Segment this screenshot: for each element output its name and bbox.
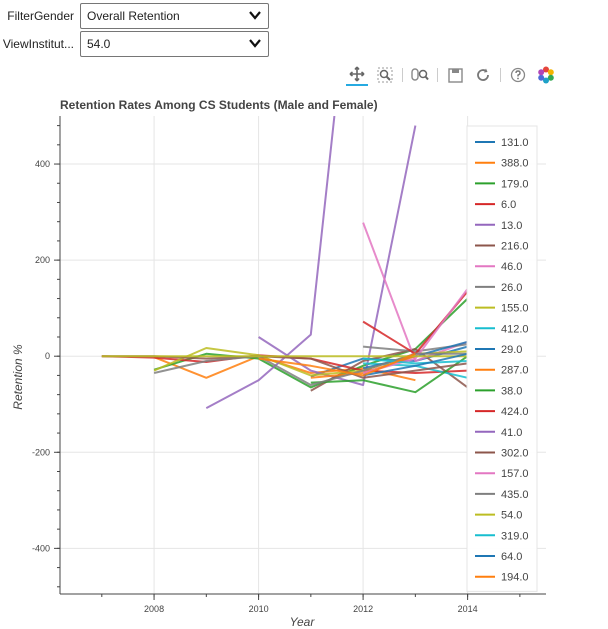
legend-label: 319.0	[501, 530, 529, 542]
reset-button[interactable]	[472, 64, 494, 86]
legend-label: 155.0	[501, 303, 529, 315]
series-line-424.0[interactable]	[362, 290, 469, 355]
x-tick-label: 2012	[353, 604, 373, 614]
save-icon	[447, 67, 463, 83]
legend-label: 287.0	[501, 365, 529, 377]
filter-gender-row: FilterGender Overall Retention	[0, 2, 269, 30]
legend-label: 64.0	[501, 551, 522, 563]
legend-label: 194.0	[501, 572, 529, 584]
series-lines	[101, 116, 469, 409]
save-button[interactable]	[444, 64, 466, 86]
retention-chart[interactable]: Retention Rates Among CS Students (Male …	[0, 92, 608, 629]
legend-label: 216.0	[501, 241, 529, 253]
chevron-down-icon	[249, 11, 261, 20]
legend-label: 435.0	[501, 489, 529, 501]
legend-label: 157.0	[501, 468, 529, 480]
box-zoom-icon	[377, 67, 393, 83]
toolbar-divider	[500, 68, 501, 82]
chevron-down-icon	[249, 39, 261, 48]
filter-gender-value: Overall Retention	[87, 9, 180, 23]
legend-label: 26.0	[501, 282, 522, 294]
axes: 2008 2010 2012 2014 400 200 0 -200 -400	[32, 116, 546, 614]
series-line-38.0[interactable]	[310, 355, 469, 394]
reset-icon	[477, 68, 489, 81]
x-tick-label: 2008	[144, 604, 164, 614]
y-tick-label: 400	[35, 159, 50, 169]
x-axis-label: Year	[290, 615, 316, 629]
y-tick-label: 200	[35, 255, 50, 265]
box-zoom-button[interactable]	[374, 64, 396, 86]
bokeh-logo-link[interactable]	[535, 64, 557, 86]
y-tick-label: -200	[32, 447, 50, 457]
view-institution-row: ViewInstitut... 54.0	[0, 30, 269, 58]
filter-gender-select[interactable]: Overall Retention	[80, 3, 269, 29]
wheel-zoom-button[interactable]	[409, 64, 431, 86]
series-line-46.0[interactable]	[362, 222, 468, 362]
y-axis-label: Retention %	[11, 344, 25, 410]
legend-label: 179.0	[501, 178, 529, 190]
legend-label: 6.0	[501, 199, 516, 211]
view-institution-value: 54.0	[87, 37, 111, 51]
y-tick-label: 0	[45, 351, 50, 361]
pan-tool-icon	[349, 66, 365, 82]
x-tick-label: 2014	[458, 604, 478, 614]
legend-label: 46.0	[501, 261, 522, 273]
toolbar-divider	[402, 68, 403, 82]
pan-tool-button[interactable]	[346, 64, 368, 86]
legend-label: 29.0	[501, 344, 522, 356]
chart-title: Retention Rates Among CS Students (Male …	[60, 98, 378, 112]
wheel-zoom-icon	[411, 68, 429, 81]
help-icon	[510, 67, 526, 83]
view-institution-label: ViewInstitut...	[2, 37, 74, 51]
legend-label: 13.0	[501, 220, 522, 232]
toolbar-divider	[437, 68, 438, 82]
series-line-319.0[interactable]	[363, 357, 468, 365]
legend: 131.0 388.0 179.0 6.0 13.0 216.0 46.0 26.0 155.0…	[466, 125, 538, 592]
legend-label: 38.0	[501, 385, 522, 397]
y-tick-label: -400	[32, 543, 50, 553]
bokeh-logo-icon	[538, 66, 554, 84]
view-institution-select[interactable]: 54.0	[80, 31, 269, 57]
series-line-194.0[interactable]	[258, 352, 416, 377]
plot-toolbar	[346, 64, 557, 86]
series-line-179.0[interactable]	[153, 297, 469, 389]
legend-label: 424.0	[501, 406, 529, 418]
legend-label: 302.0	[501, 448, 529, 460]
legend-label: 388.0	[501, 158, 529, 170]
legend-label: 41.0	[501, 427, 522, 439]
filter-gender-label: FilterGender	[7, 9, 74, 23]
legend-label: 131.0	[501, 137, 529, 149]
series-line-64.0[interactable]	[362, 352, 468, 377]
help-button[interactable]	[507, 64, 529, 86]
x-tick-label: 2010	[249, 604, 269, 614]
legend-label: 54.0	[501, 510, 522, 522]
legend-label: 412.0	[501, 323, 529, 335]
